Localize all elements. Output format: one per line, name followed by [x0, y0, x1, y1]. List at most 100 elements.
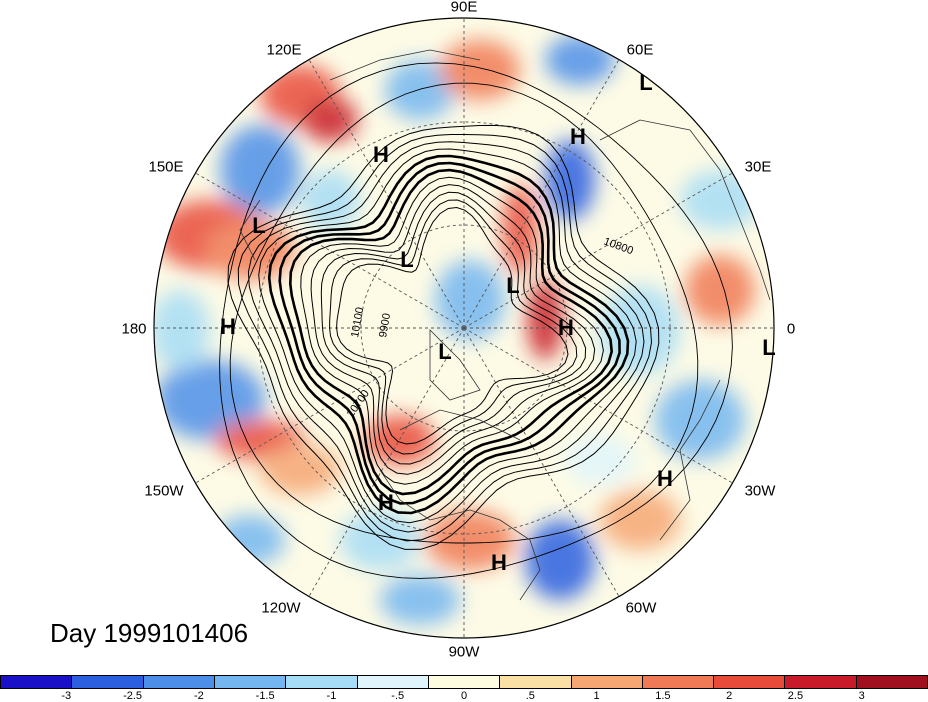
meridian-line [308, 59, 465, 329]
pressure-center-low: L [762, 335, 776, 360]
colorbar-tick-label: 3 [858, 690, 865, 702]
anomaly-patch [527, 280, 563, 360]
height-contour [267, 154, 630, 515]
lon-label-60w: 60W [625, 599, 657, 617]
anomaly-patch [220, 125, 300, 215]
height-contour [288, 168, 614, 496]
lon-label-120e: 120E [266, 41, 302, 59]
colorbar-tick-label: -1 [326, 690, 337, 702]
pressure-center-low: L [506, 273, 520, 298]
anomaly-patch [600, 490, 680, 550]
lon-label-30e: 30E [744, 158, 772, 176]
anomaly-patch [302, 98, 358, 142]
coastline [429, 329, 481, 401]
colorbar-bin [72, 676, 144, 688]
lon-label-150e: 150E [148, 158, 184, 176]
colorbar-bin [428, 676, 501, 688]
meridian-line [195, 172, 465, 329]
height-contour [278, 161, 621, 505]
height-contour [258, 148, 637, 524]
anomaly-patch [380, 575, 460, 625]
anomaly-patch [340, 510, 420, 570]
pressure-center-low: L [400, 247, 414, 272]
colorbar-tick-label: .5 [525, 690, 535, 702]
coastline [239, 199, 261, 261]
meridian-line [463, 59, 620, 329]
meridian-line [463, 172, 733, 329]
colorbar [0, 675, 928, 689]
height-contour [300, 176, 604, 485]
lon-label-90w: 90W [448, 643, 480, 661]
coastline [379, 469, 541, 601]
pressure-center-high: H [558, 315, 574, 340]
colorbar-tick-label: -.5 [391, 690, 405, 702]
pressure-center-high: H [373, 142, 389, 167]
meridian-line [195, 327, 465, 484]
contour-label: 10100 [349, 306, 366, 338]
anomaly-patch [260, 445, 340, 495]
colorbar-tick-label: 0 [460, 690, 468, 702]
colorbar-bin [856, 676, 928, 688]
height-contour [320, 191, 587, 465]
anomaly-patch [525, 520, 595, 600]
height-contour [336, 206, 569, 445]
lon-label-150w: 150W [144, 482, 184, 500]
colorbar-tick-label: -2 [193, 690, 204, 702]
colorbar-bin [571, 676, 643, 688]
anomaly-patch [600, 285, 680, 375]
coastline [329, 49, 481, 81]
pressure-center-high: H [491, 550, 507, 575]
contour-label: 9900 [377, 312, 393, 338]
lon-label-30w: 30W [744, 482, 776, 500]
colorbar-bin [785, 676, 857, 688]
graticule [154, 18, 774, 638]
anomaly-patch [300, 170, 360, 230]
coastline [399, 409, 521, 441]
anomaly-patch [425, 510, 515, 570]
pressure-center-high: H [378, 490, 394, 515]
pressure-center-low: L [438, 339, 452, 364]
meridian-line [463, 327, 620, 597]
latitude-circle [360, 224, 568, 432]
height-contour [227, 124, 660, 550]
coastline [659, 379, 721, 541]
colorbar-tick-label: 2 [726, 690, 733, 702]
anomaly-patch [685, 255, 755, 325]
colorbar-bin [714, 676, 786, 688]
lon-label-60e: 60E [626, 41, 654, 59]
height-contours [219, 62, 733, 579]
colorbar-bin [357, 676, 429, 688]
meridian-line [463, 327, 733, 484]
lon-label-120w: 120W [261, 599, 301, 617]
height-contour [329, 199, 578, 455]
map-border [153, 17, 775, 639]
meridian-line [308, 327, 465, 597]
height-contour [229, 82, 699, 544]
colorbar-bin [642, 676, 715, 688]
anomaly-patch [435, 260, 505, 340]
map-title: Day 1999101406 [50, 618, 249, 648]
lon-label-0: 0 [786, 320, 796, 338]
anomaly-patch [154, 290, 210, 370]
anomaly-patch [385, 60, 455, 120]
anomaly-patch [545, 35, 615, 85]
colorbar-bin [500, 676, 572, 688]
height-contour [219, 62, 733, 579]
anomaly-patch [565, 435, 635, 485]
colorbar-tick-label: 1 [593, 690, 600, 702]
height-contour [247, 141, 645, 533]
anomaly-patch [680, 170, 760, 230]
height-contour [310, 184, 596, 475]
colorbar-tick-label: -1.5 [255, 690, 275, 702]
colorbar-tick-label: -2.5 [123, 690, 143, 702]
anomaly-patch [215, 515, 285, 565]
coastline [599, 119, 771, 301]
anomaly-patch [440, 40, 520, 100]
pressure-center-high: H [220, 314, 236, 339]
anomaly-patch [155, 360, 265, 440]
pressure-center-low: L [252, 213, 266, 238]
height-contour [237, 134, 653, 542]
pressure-center-high: H [657, 466, 673, 491]
pressure-center-low: L [639, 70, 653, 95]
